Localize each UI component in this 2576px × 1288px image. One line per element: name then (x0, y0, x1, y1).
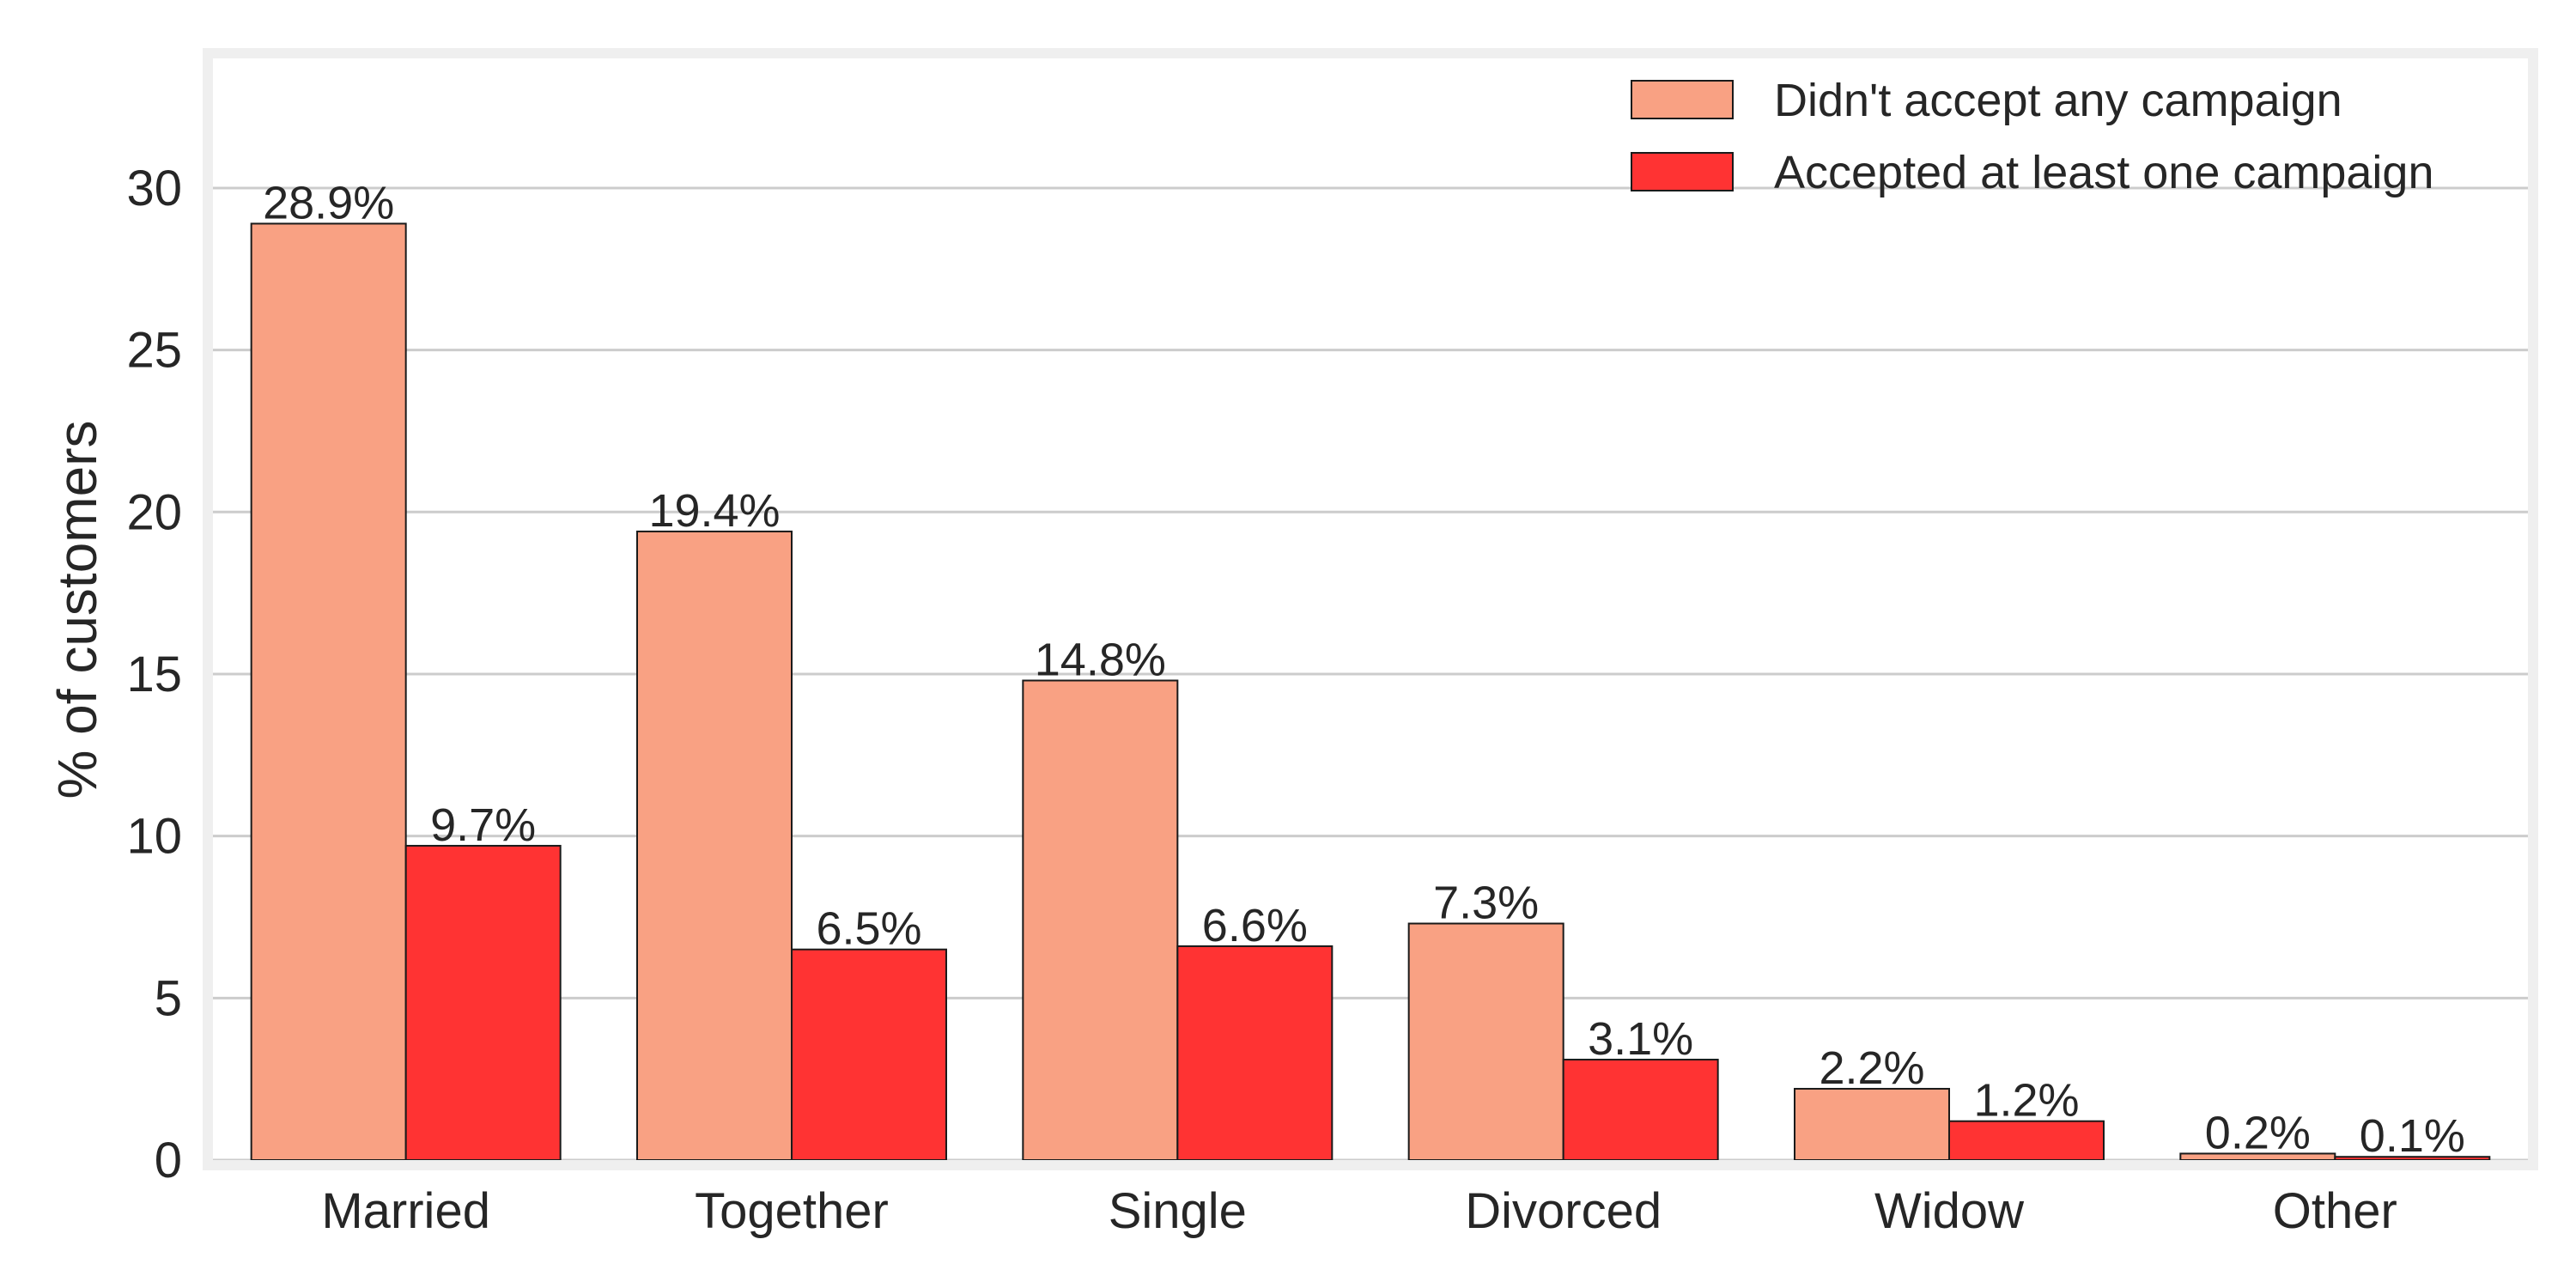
legend-swatch (1631, 80, 1734, 119)
y-tick-label: 5 (155, 970, 182, 1026)
bar-value-label: 6.6% (1202, 900, 1308, 951)
legend-swatch (1631, 152, 1734, 191)
bar-value-label: 2.2% (1819, 1042, 1924, 1094)
bar-not-accepted-widow (1794, 1087, 1950, 1161)
legend: Didn't accept any campaign Accepted at le… (1631, 75, 2434, 198)
bar-value-label: 0.2% (2205, 1107, 2311, 1158)
y-tick-label: 15 (126, 647, 182, 702)
legend-label: Accepted at least one campaign (1774, 147, 2434, 198)
bar-value-label: 9.7% (430, 799, 536, 851)
bar-labels: 28.9% 9.7% 19.4% 6.5% 14.8% 6.6% 7.3% 3.1% 2.2% 1… (263, 177, 2465, 1162)
bar-accepted-divorced (1562, 1059, 1719, 1162)
plot-frame (203, 48, 2538, 1170)
y-tick-label: 10 (126, 809, 182, 865)
bar-not-accepted-single (1022, 679, 1179, 1161)
x-tick-label: Single (1109, 1183, 1247, 1239)
bar-not-accepted-divorced (1407, 922, 1564, 1161)
bar-accepted-widow (1948, 1120, 2105, 1162)
bar-accepted-together (791, 948, 947, 1161)
y-axis-label: % of customers (46, 420, 108, 799)
y-tick-label: 20 (126, 484, 182, 540)
x-tick-label: Married (321, 1183, 490, 1239)
bar-value-label: 28.9% (263, 177, 394, 228)
legend-label: Didn't accept any campaign (1774, 75, 2342, 126)
bar-accepted-married (404, 844, 562, 1161)
bar-not-accepted-together (636, 530, 793, 1161)
bar-value-label: 7.3% (1433, 878, 1539, 929)
x-tick-label: Widow (1874, 1183, 2025, 1239)
x-tick-label: Together (695, 1183, 889, 1239)
bar-value-label: 1.2% (1973, 1075, 2079, 1127)
bar-not-accepted-married (250, 222, 407, 1162)
y-tick-labels: 0 5 10 15 20 25 30 (126, 161, 182, 1188)
x-tick-labels: Married Together Single Divorced Widow Other (321, 1183, 2397, 1239)
bar-value-label: 6.5% (816, 903, 921, 955)
bar-value-label: 0.1% (2360, 1110, 2465, 1162)
bar-value-label: 19.4% (648, 485, 780, 537)
bar-accepted-single (1176, 945, 1334, 1161)
y-tick-label: 0 (155, 1133, 182, 1188)
bar-value-label: 14.8% (1035, 635, 1166, 686)
y-tick-label: 30 (126, 161, 182, 216)
x-tick-label: Divorced (1465, 1183, 1662, 1239)
x-tick-label: Other (2273, 1183, 2397, 1239)
y-tick-label: 25 (126, 323, 182, 379)
bar-value-label: 3.1% (1588, 1013, 1693, 1065)
